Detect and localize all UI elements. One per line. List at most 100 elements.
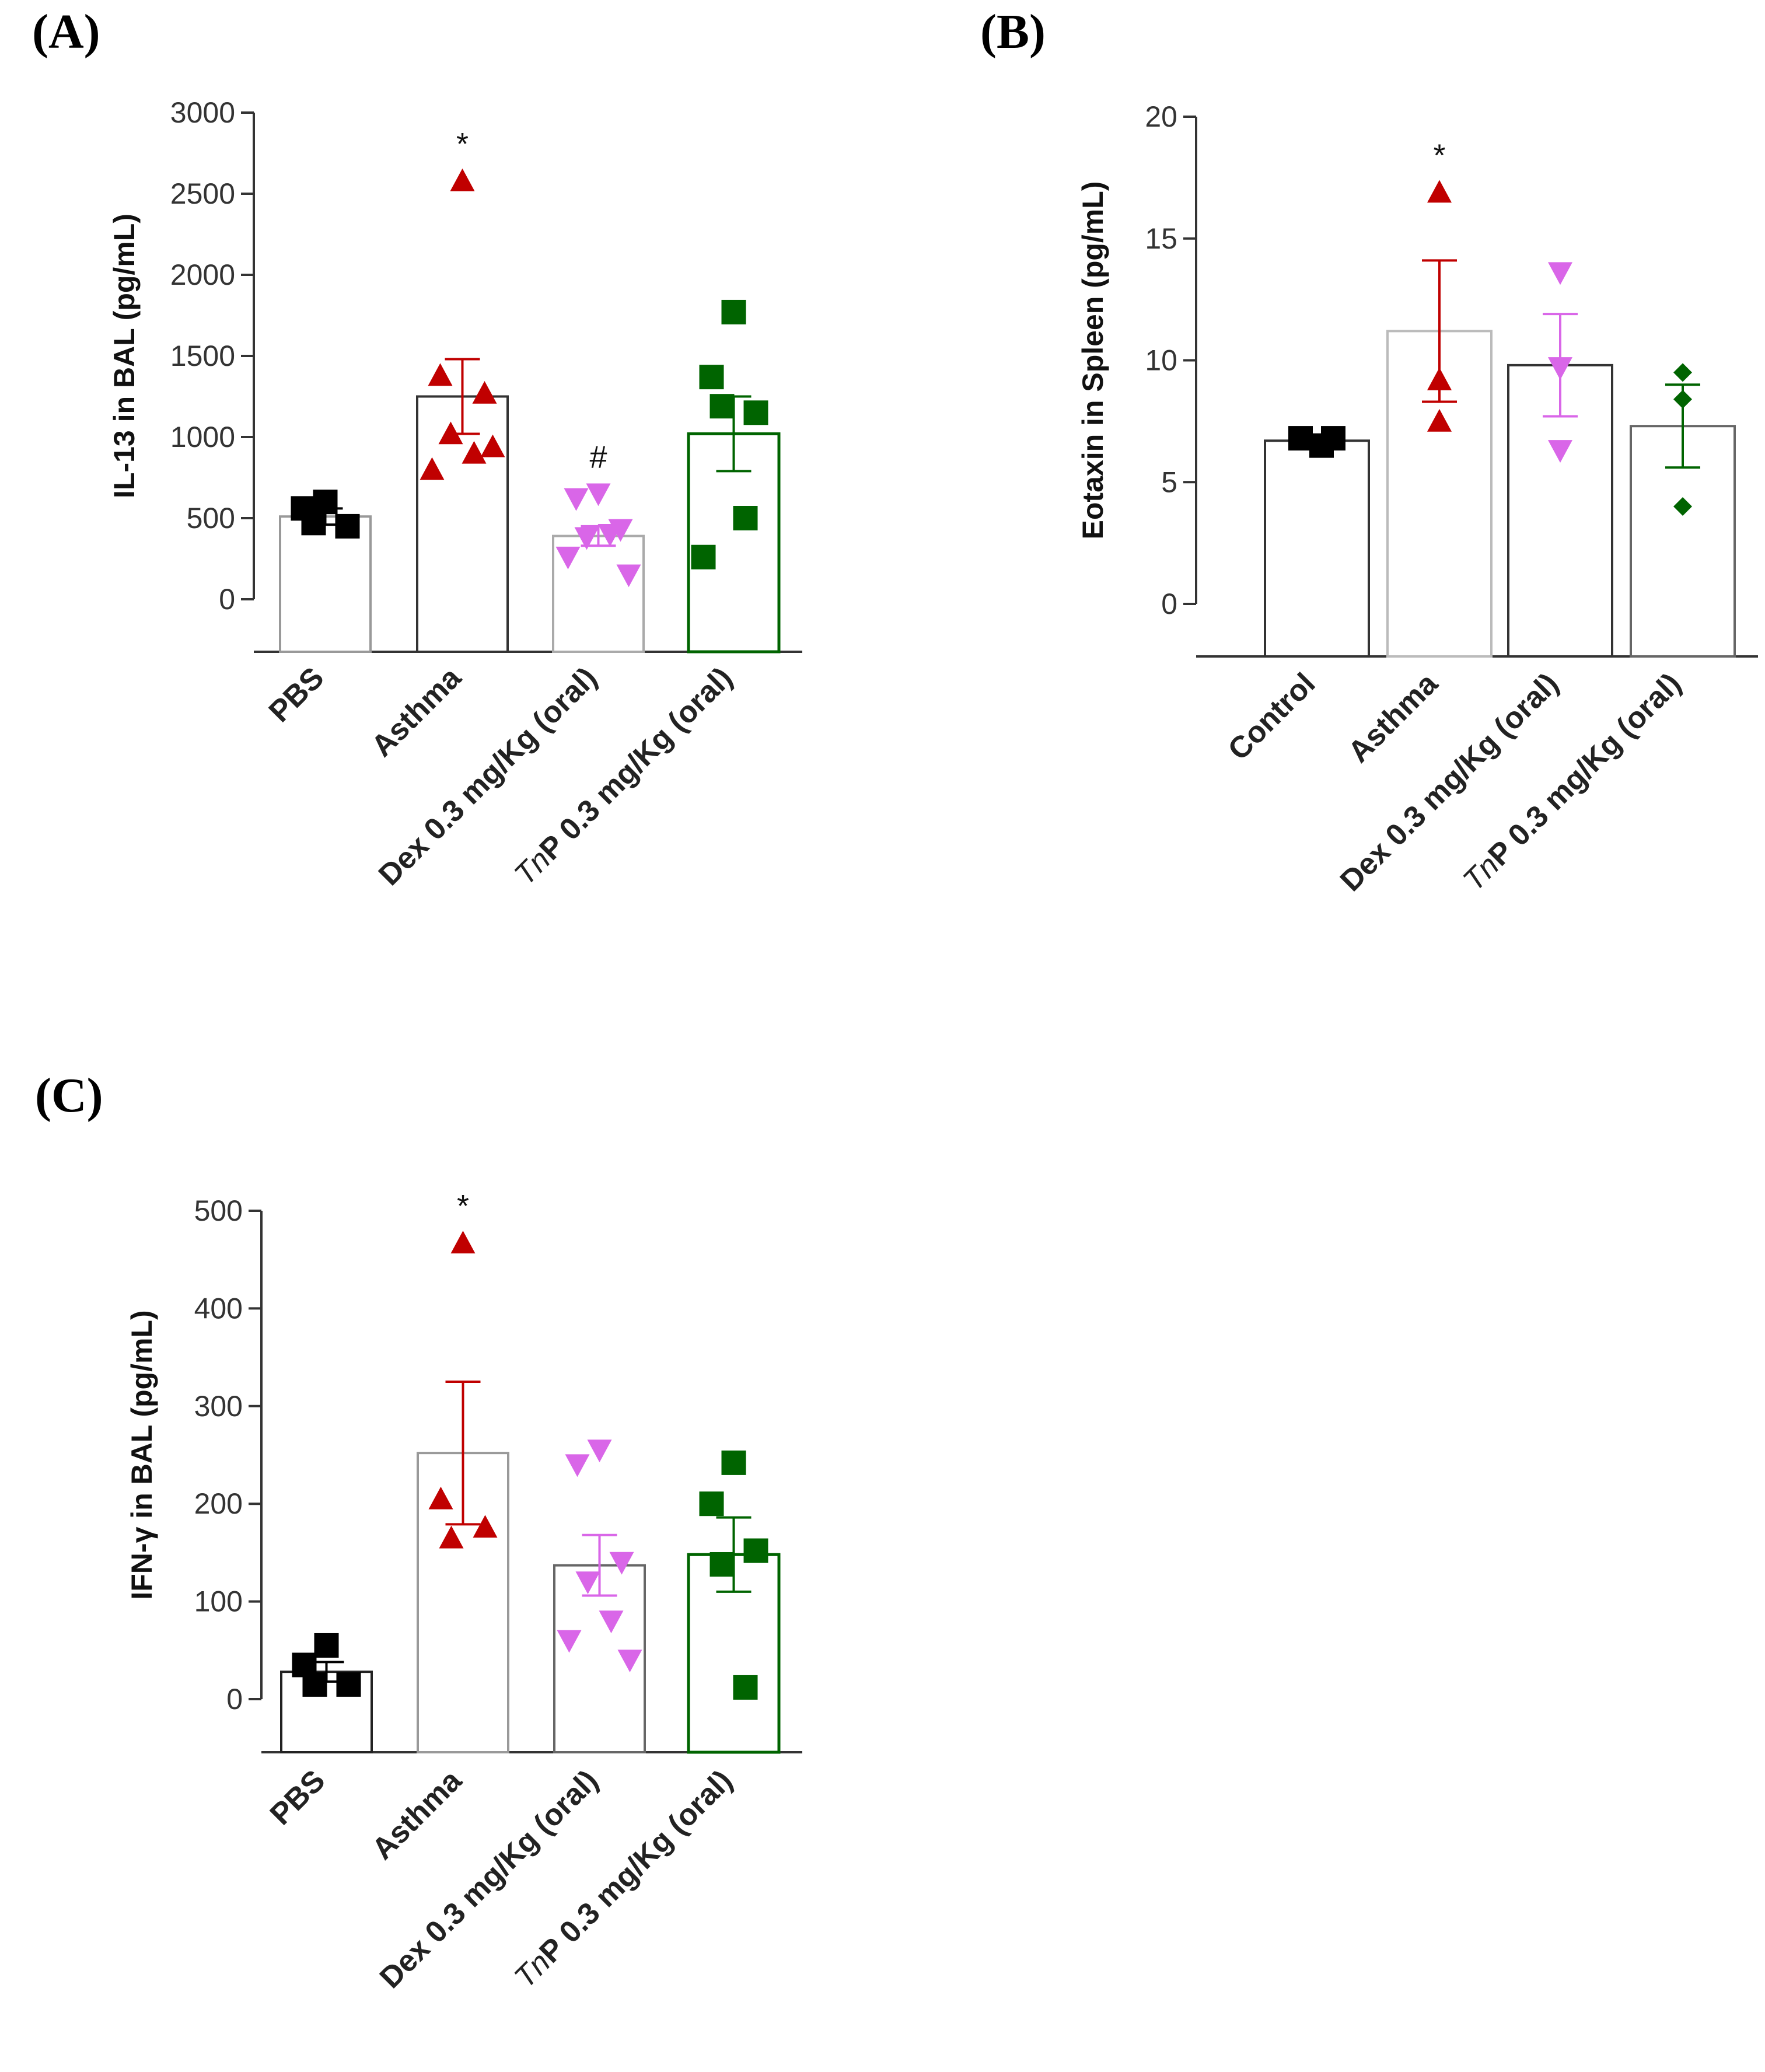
y-tick-label: 1500	[170, 340, 235, 372]
x-category-text: Asthma	[366, 1763, 469, 1867]
data-point	[314, 1633, 339, 1658]
bar	[279, 515, 372, 653]
data-point	[733, 506, 758, 530]
significance-marker: #	[589, 439, 607, 474]
data-point	[1548, 440, 1572, 463]
x-category-label: PBS	[263, 661, 331, 729]
data-point	[1548, 262, 1572, 285]
data-point	[699, 365, 724, 390]
x-category-label: TnP 0.3 mg/Kg (oral)	[508, 661, 739, 892]
y-tick-label: 500	[187, 502, 235, 534]
data-point	[574, 527, 599, 550]
data-point	[609, 1552, 634, 1575]
x-category-label: Dex 0.3 mg/Kg (oral)	[1334, 666, 1565, 898]
data-point	[301, 511, 326, 536]
data-point	[438, 421, 463, 445]
data-point	[450, 1231, 476, 1254]
data-point	[564, 488, 589, 511]
data-point	[428, 1486, 453, 1510]
y-tick-label: 3000	[170, 96, 235, 129]
x-category-label: Asthma	[365, 661, 469, 764]
chart-panel-1: (A) 0 500 1000 1500 2000 2500 3000 IL-13 in BAL …	[32, 5, 802, 892]
x-category-text: Asthma	[1342, 666, 1445, 770]
data-point	[1288, 426, 1313, 451]
data-point	[599, 1610, 624, 1634]
x-category-label: Control	[1222, 666, 1322, 767]
y-tick-label: 2500	[170, 177, 235, 210]
data-point	[565, 1454, 590, 1477]
data-point	[420, 457, 445, 480]
data-point	[617, 1650, 642, 1673]
significance-marker: *	[1433, 138, 1445, 173]
y-tick-label: 500	[194, 1194, 243, 1227]
data-point	[439, 1525, 464, 1549]
data-point	[743, 400, 768, 425]
x-category-label: TnP 0.3 mg/Kg (oral)	[1457, 666, 1688, 897]
significance-marker: *	[457, 1189, 469, 1224]
significance-marker: *	[456, 127, 469, 162]
data-point	[743, 1538, 768, 1563]
data-point	[428, 363, 453, 386]
data-point	[721, 1450, 746, 1475]
x-category-label: TnP 0.3 mg/Kg (oral)	[508, 1763, 739, 1994]
data-point	[1427, 180, 1452, 203]
data-point	[597, 523, 623, 547]
data-point	[302, 1672, 327, 1697]
y-tick-label: 20	[1145, 100, 1177, 133]
y-tick-label: 0	[219, 583, 235, 616]
data-point	[710, 394, 735, 419]
x-category-text: PBS	[263, 661, 331, 729]
y-tick-label: 5	[1161, 466, 1177, 498]
x-category-text: Asthma	[365, 661, 469, 764]
data-point	[1673, 390, 1692, 409]
panel-label: (C)	[35, 1068, 103, 1123]
data-point	[480, 434, 505, 457]
data-point	[313, 490, 338, 515]
x-category-label: Dex 0.3 mg/Kg (oral)	[372, 661, 604, 892]
y-tick-label: 300	[194, 1390, 243, 1423]
data-point	[586, 483, 611, 506]
x-category-label: Dex 0.3 mg/Kg (oral)	[373, 1763, 605, 1995]
y-tick-label: 10	[1145, 344, 1177, 377]
y-axis-label: IL-13 in BAL (pg/mL)	[108, 214, 141, 498]
data-point	[1427, 367, 1452, 390]
data-point	[616, 564, 641, 588]
data-point	[473, 1515, 498, 1538]
x-category-label: PBS	[264, 1763, 332, 1832]
data-point	[710, 1552, 735, 1577]
y-tick-label: 0	[1161, 588, 1177, 620]
y-tick-label: 0	[226, 1683, 243, 1715]
data-point	[721, 299, 746, 324]
y-axis-label: IFN-γ in BAL (pg/mL)	[125, 1310, 158, 1599]
x-category-text: Dex 0.3 mg/Kg (oral)	[372, 661, 604, 892]
data-point	[1427, 408, 1452, 432]
panel-label: (A)	[32, 5, 100, 59]
data-point	[699, 1491, 724, 1517]
chart-panel-3: (C) 0 100 200 300 400 500 IFN-γ in BAL (pg/mL) P…	[35, 1068, 802, 1995]
x-category-text: Control	[1222, 666, 1322, 767]
y-tick-label: 400	[194, 1292, 243, 1325]
y-tick-label: 100	[194, 1585, 243, 1618]
data-point	[1673, 363, 1692, 382]
bar	[1264, 439, 1370, 658]
data-point	[557, 1630, 582, 1653]
x-category-label: Asthma	[366, 1763, 469, 1867]
data-point	[733, 1675, 758, 1700]
data-point	[691, 544, 716, 569]
data-point	[575, 1571, 600, 1595]
y-axis-label: Eotaxin in Spleen (pg/mL)	[1077, 181, 1109, 540]
x-category-label: Asthma	[1342, 666, 1445, 770]
data-point	[462, 441, 487, 464]
data-point	[335, 513, 360, 539]
chart-panel-2: (B) 0 5 10 15 20 Eotaxin in Spleen (pg/mL) Cont…	[980, 5, 1758, 898]
data-point	[1673, 497, 1692, 516]
data-point	[336, 1672, 361, 1697]
data-point	[1548, 357, 1572, 380]
data-point	[472, 380, 497, 404]
data-point	[450, 168, 475, 191]
bar	[1386, 330, 1493, 658]
x-category-text: Dex 0.3 mg/Kg (oral)	[1334, 666, 1565, 898]
x-category-text: PBS	[264, 1763, 332, 1832]
panel-label: (B)	[980, 5, 1046, 59]
